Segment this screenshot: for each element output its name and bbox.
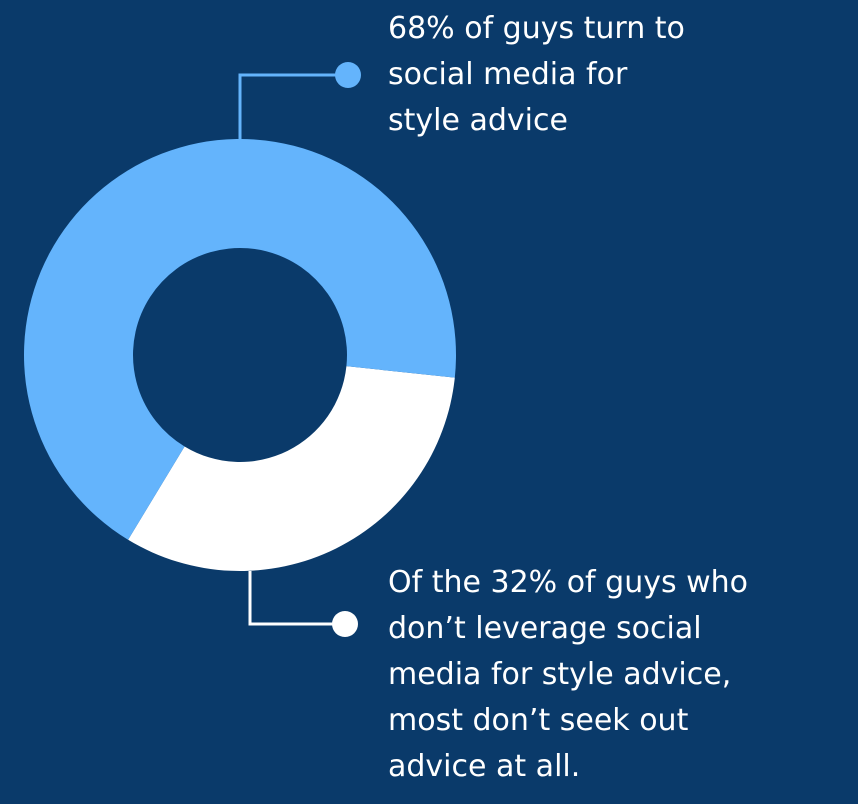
connector-no-social-media-dot — [332, 611, 358, 637]
donut-slice-no-social-media — [128, 366, 455, 571]
connector-no-social-media-line — [248, 571, 345, 626]
callout-social-media: 68% of guys turn to social media for sty… — [388, 11, 685, 138]
donut-slices — [24, 139, 457, 571]
connector-social-media-dot — [335, 62, 361, 88]
connector-social-media-line — [238, 73, 348, 139]
callout-connectors — [238, 62, 361, 637]
donut-slice-social-media — [24, 139, 457, 540]
callout-no-social-media: Of the 32% of guys who don’t leverage so… — [388, 565, 749, 784]
